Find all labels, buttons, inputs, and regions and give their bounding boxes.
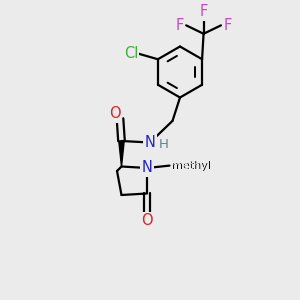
Text: O: O bbox=[141, 213, 153, 228]
Polygon shape bbox=[119, 141, 124, 167]
Text: O: O bbox=[110, 106, 121, 122]
Text: N: N bbox=[145, 135, 155, 150]
Text: methyl: methyl bbox=[171, 160, 210, 171]
Text: N: N bbox=[142, 160, 152, 175]
Text: F: F bbox=[176, 18, 184, 33]
Text: Cl: Cl bbox=[124, 46, 138, 61]
Text: F: F bbox=[200, 4, 208, 19]
Text: methyl: methyl bbox=[172, 160, 211, 171]
Text: H: H bbox=[158, 138, 168, 151]
Text: F: F bbox=[224, 18, 232, 33]
